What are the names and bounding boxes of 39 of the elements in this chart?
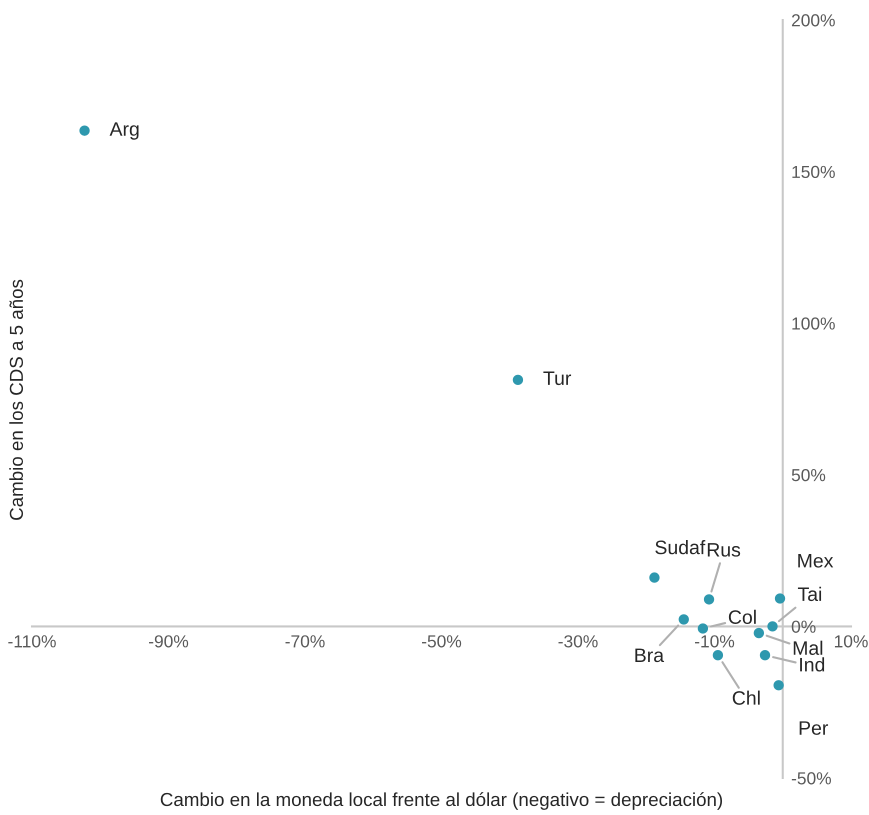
point <box>698 623 708 634</box>
x-tick-label: -10% <box>695 635 734 648</box>
y-tick-label: 200% <box>792 14 835 26</box>
x-tick-label: -50% <box>422 635 462 648</box>
y-tick-label: 0% <box>792 620 816 633</box>
x-tick-label: -70% <box>286 635 325 648</box>
point <box>774 680 784 690</box>
annotation: Sudaf <box>655 540 706 554</box>
y-tick-label: 100% <box>792 317 835 330</box>
annotation: Rus <box>708 543 740 557</box>
y-axis-title: Cambio en los CDS a 5 años <box>9 280 24 520</box>
point <box>79 126 90 136</box>
annotation: Col <box>728 610 756 624</box>
point <box>767 621 778 632</box>
annotation: Per <box>800 721 828 735</box>
annotation: Mal <box>794 640 822 655</box>
annotation: Mex <box>798 554 834 568</box>
x-tick-label: 10% <box>834 635 868 648</box>
point <box>774 593 786 604</box>
y-tick-label: -50% <box>792 772 831 784</box>
point <box>754 628 764 638</box>
point <box>678 614 689 625</box>
y-tick-label: 50% <box>792 468 826 482</box>
point <box>649 572 660 583</box>
annotation: Ind <box>800 657 824 672</box>
point <box>712 650 724 660</box>
annotation: Arg <box>110 122 139 140</box>
point <box>760 650 770 660</box>
annotation: Bra <box>635 648 664 662</box>
x-axis-title: Cambio en la moneda local frente al dólar (negativo = depreciación) <box>160 792 722 810</box>
point <box>512 374 524 386</box>
annotation: Tai <box>798 586 822 602</box>
x-tick-label: -30% <box>558 635 598 648</box>
annotation: Chl <box>732 690 760 705</box>
x-tick-label: -90% <box>149 635 188 648</box>
annotation: Tur <box>543 372 572 386</box>
y-tick-label: 150% <box>792 166 835 178</box>
x-tick-label: -110% <box>8 635 56 648</box>
point <box>704 594 714 605</box>
